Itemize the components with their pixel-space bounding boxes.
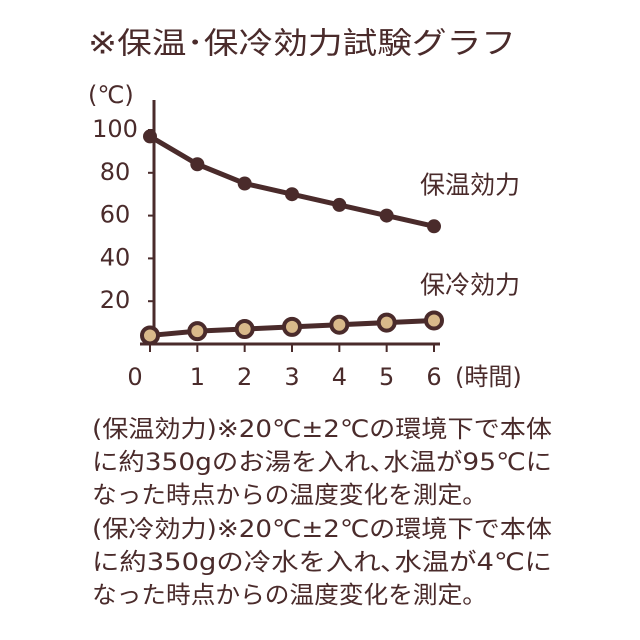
x-tick-label: 5: [379, 363, 394, 391]
x-axis-label: (時間): [455, 363, 522, 391]
x-tick-label: 2: [237, 363, 252, 391]
note-line: (保冷効力)※20℃±2℃の環境下で本体: [92, 515, 552, 543]
chart-title: ※保温･保冷効力試験グラフ: [88, 27, 516, 62]
point: [424, 310, 444, 331]
point: [329, 314, 350, 335]
x-tick-label: 0: [127, 363, 142, 391]
point: [427, 219, 441, 234]
legend-label: 保冷効力: [420, 270, 520, 299]
y-axis-label: (℃): [88, 81, 134, 109]
note-line: (保温効力)※20℃±2℃の環境下で本体: [92, 415, 552, 443]
point: [285, 187, 299, 202]
note-line: に約350gのお湯を入れ､水温が95℃に: [92, 448, 552, 476]
x-tick-label: 6: [426, 363, 441, 391]
x-tick-label: 3: [284, 363, 299, 391]
point: [237, 176, 252, 191]
point: [140, 325, 160, 346]
point: [143, 129, 157, 144]
x-tick-label: 1: [190, 363, 205, 391]
y-tick-label: 80: [100, 158, 131, 186]
point: [376, 312, 397, 333]
point: [379, 208, 394, 223]
point: [190, 157, 205, 172]
note-line: に約350gの冷水を入れ､水温が4℃に: [92, 548, 552, 576]
note-line: なった時点からの温度変化を測定。: [92, 481, 487, 509]
y-tick-label: 100: [92, 115, 138, 143]
x-tick-label: 4: [332, 363, 347, 391]
legend-label: 保温効力: [420, 170, 520, 199]
note-line: なった時点からの温度変化を測定。: [92, 581, 487, 609]
point: [282, 316, 302, 337]
y-tick-label: 40: [100, 243, 131, 271]
point: [234, 319, 255, 340]
y-tick-label: 20: [100, 286, 131, 314]
point: [332, 197, 347, 212]
y-tick-label: 60: [100, 201, 131, 229]
point: [187, 321, 208, 342]
